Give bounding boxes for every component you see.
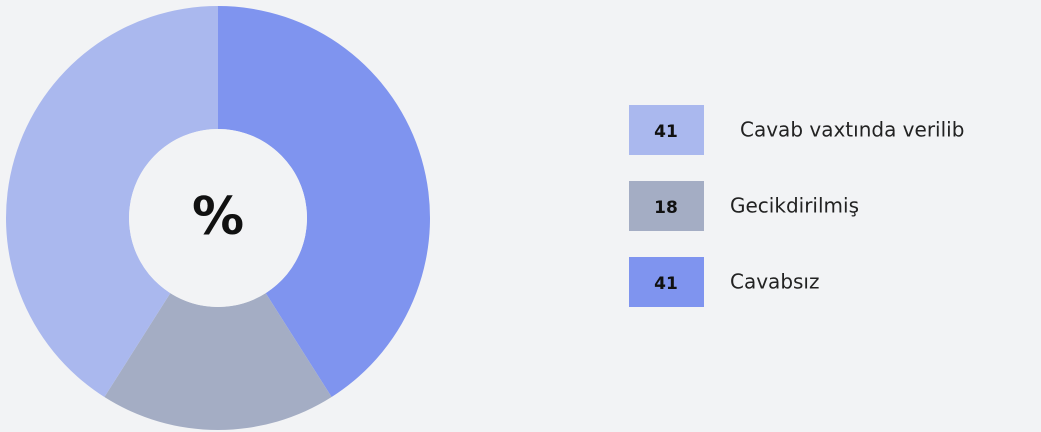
legend-label: Cavab vaxtında verilib	[740, 118, 964, 142]
donut-slice	[104, 293, 332, 430]
legend-label: Cavabsız	[730, 270, 819, 294]
legend-value: 41	[654, 274, 678, 294]
center-label: %	[192, 187, 244, 247]
legend-label: Gecikdirilmiş	[730, 194, 859, 218]
donut-slice	[218, 6, 431, 397]
legend-swatch	[629, 105, 704, 155]
donut-hole	[129, 129, 307, 307]
legend-swatch	[629, 257, 704, 307]
legend-swatch	[629, 181, 704, 231]
legend-value: 41	[654, 122, 678, 142]
legend-value: 18	[654, 198, 678, 218]
donut-slice	[5, 6, 218, 397]
